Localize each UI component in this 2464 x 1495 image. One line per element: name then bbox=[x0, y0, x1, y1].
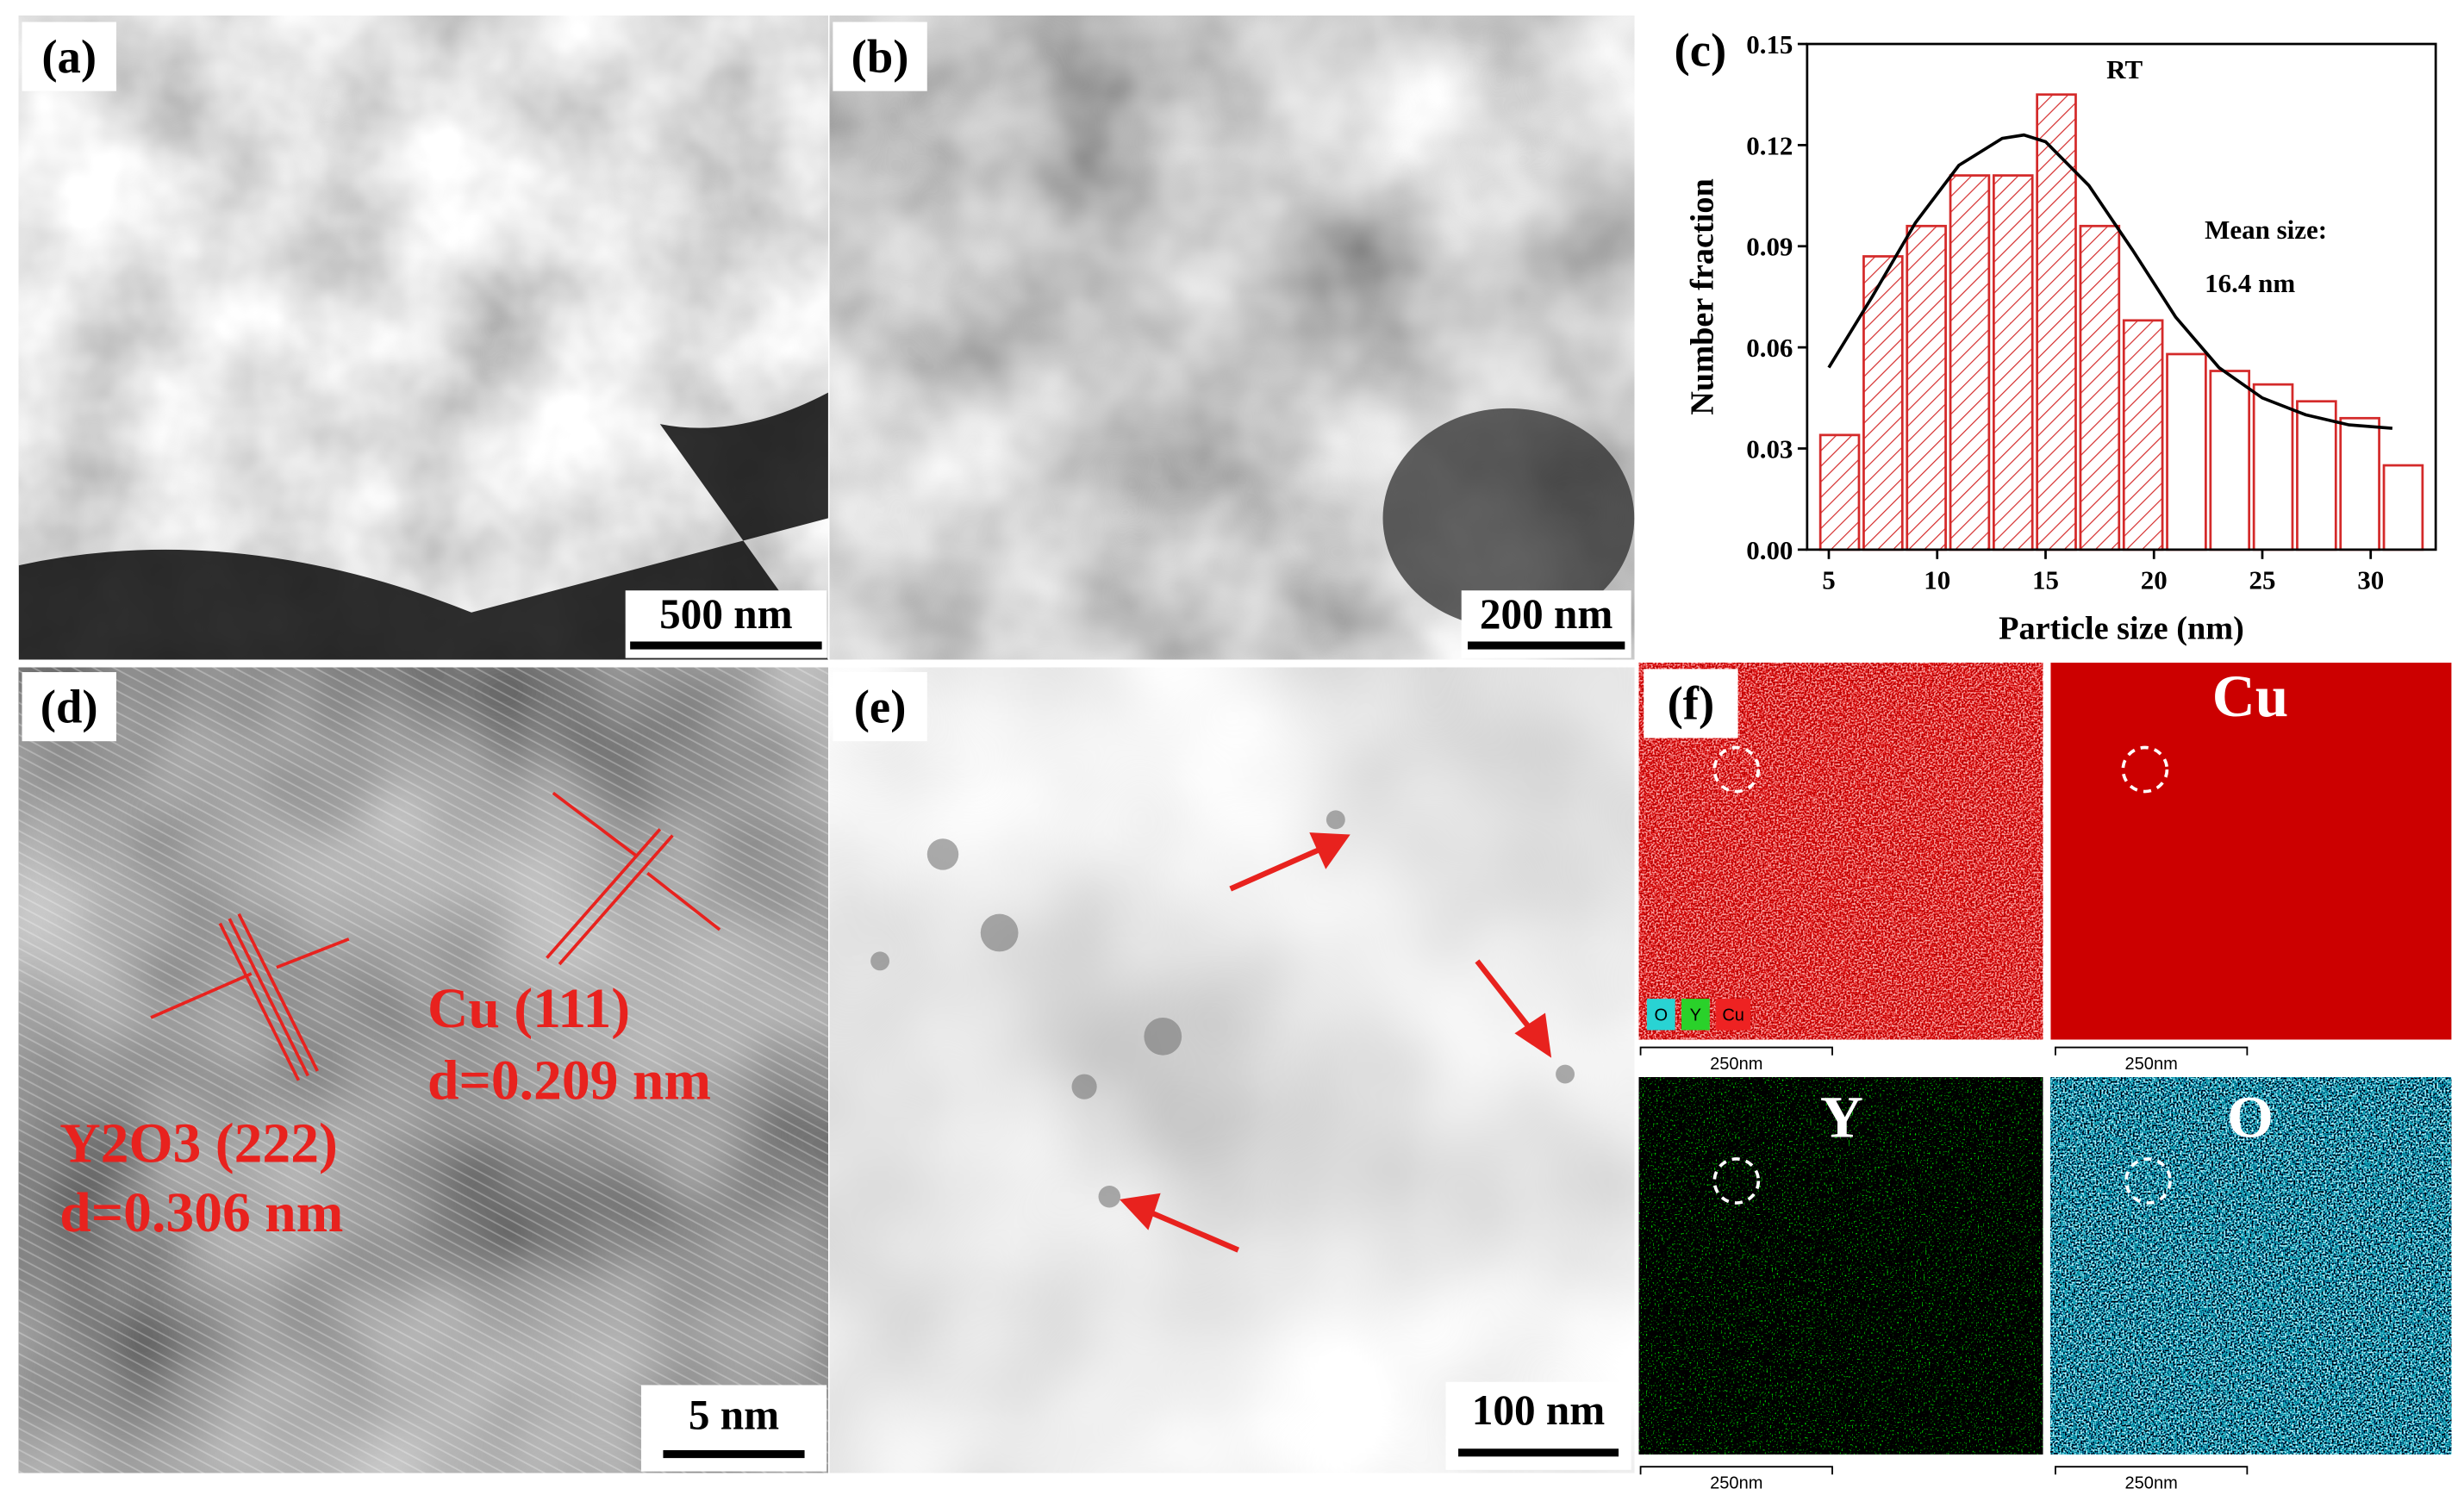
lattice-markers bbox=[150, 791, 721, 1081]
scale-bar-label: 100 nm bbox=[1472, 1386, 1606, 1434]
y-axis-label: Number fraction bbox=[1684, 178, 1720, 414]
x-tick-label: 30 bbox=[2357, 564, 2384, 595]
annotation: Y2O3 (222) bbox=[59, 1113, 338, 1175]
bar bbox=[1862, 255, 1904, 551]
particles bbox=[870, 810, 1575, 1208]
bar bbox=[2036, 93, 2077, 551]
scale-bar-label: 250nm bbox=[1710, 1055, 1762, 1074]
annotation: d=0.306 nm bbox=[59, 1182, 343, 1244]
scale-bar-label: 250nm bbox=[2124, 1055, 2177, 1074]
map-title: O bbox=[2227, 1083, 2274, 1149]
label-box bbox=[22, 22, 116, 91]
label-box bbox=[1644, 669, 1738, 738]
label-box bbox=[833, 22, 927, 91]
legend-label: Cu bbox=[1722, 1006, 1744, 1025]
panel-label: (b) bbox=[851, 30, 909, 83]
bar bbox=[1818, 433, 1861, 551]
y-tick-label: 0.00 bbox=[1746, 535, 1793, 565]
highlight-circles bbox=[1712, 745, 2172, 1205]
legend-label: O bbox=[1654, 1006, 1668, 1025]
micrograph bbox=[829, 667, 1635, 1473]
y-tick-label: 0.06 bbox=[1746, 333, 1793, 363]
bar bbox=[1992, 174, 2034, 551]
fit-curve bbox=[1827, 133, 2393, 430]
y-tick-label: 0.15 bbox=[1746, 29, 1793, 59]
x-tick-label: 10 bbox=[1924, 564, 1950, 595]
scale-bar-label: 5 nm bbox=[689, 1391, 779, 1438]
y-tick-label: 0.12 bbox=[1746, 130, 1793, 160]
map-title: Y bbox=[1820, 1083, 1863, 1149]
map-title: Cu bbox=[2212, 663, 2289, 729]
scale-bar-label: 500 nm bbox=[659, 590, 793, 638]
bar bbox=[1949, 174, 1991, 551]
scale-bar-label: 250nm bbox=[1710, 1474, 1762, 1493]
panel-label: (a) bbox=[41, 30, 97, 83]
arrows bbox=[1120, 832, 1552, 1253]
plot-frame bbox=[1806, 42, 2437, 551]
scale-bar-label: 250nm bbox=[2124, 1474, 2177, 1493]
bar bbox=[1906, 224, 1947, 551]
legend-swatch bbox=[1646, 999, 1675, 1031]
panel-label: (c) bbox=[1675, 24, 1727, 77]
bar bbox=[2122, 319, 2164, 551]
y-tick-label: 0.03 bbox=[1746, 433, 1793, 464]
label-box bbox=[833, 672, 927, 742]
legend-swatch bbox=[1681, 999, 1710, 1031]
eds-map bbox=[2050, 1077, 2452, 1455]
x-tick-label: 25 bbox=[2249, 564, 2275, 595]
panel-label: (e) bbox=[854, 680, 907, 732]
label-box bbox=[22, 672, 116, 742]
legend-label: Y bbox=[1690, 1006, 1701, 1025]
annotation: 16.4 nm bbox=[2205, 268, 2295, 298]
bar bbox=[2296, 400, 2337, 551]
eds-map bbox=[1638, 1077, 2043, 1455]
annotation: d=0.209 nm bbox=[427, 1050, 711, 1112]
histogram-chart: (c) RT Mean size: 16.4 nm Particle size … bbox=[1675, 24, 2437, 647]
panel-label: (f) bbox=[1668, 677, 1715, 730]
grain bbox=[1382, 408, 1635, 628]
scale-bar-label: 200 nm bbox=[1480, 590, 1613, 638]
eds-map bbox=[2050, 663, 2452, 1040]
legend-swatch bbox=[1716, 999, 1751, 1031]
bar bbox=[2166, 352, 2207, 551]
x-tick-label: 15 bbox=[2032, 564, 2059, 595]
x-axis-label: Particle size (nm) bbox=[1999, 611, 2244, 647]
annotation: RT bbox=[2106, 54, 2143, 84]
bar bbox=[2382, 464, 2424, 551]
lattice-fringes bbox=[18, 667, 828, 1473]
annotation: Cu (111) bbox=[427, 978, 630, 1040]
annotation: Mean size: bbox=[2205, 215, 2327, 245]
x-tick-label: 5 bbox=[1822, 564, 1835, 595]
bar bbox=[2209, 370, 2251, 551]
y-tick-label: 0.09 bbox=[1746, 232, 1793, 262]
bar bbox=[2252, 383, 2294, 551]
bar bbox=[2339, 416, 2380, 551]
map-scale-bars bbox=[1639, 1046, 2249, 1475]
x-tick-label: 20 bbox=[2141, 564, 2168, 595]
panel-label: (d) bbox=[41, 680, 98, 732]
bar bbox=[2079, 224, 2121, 551]
